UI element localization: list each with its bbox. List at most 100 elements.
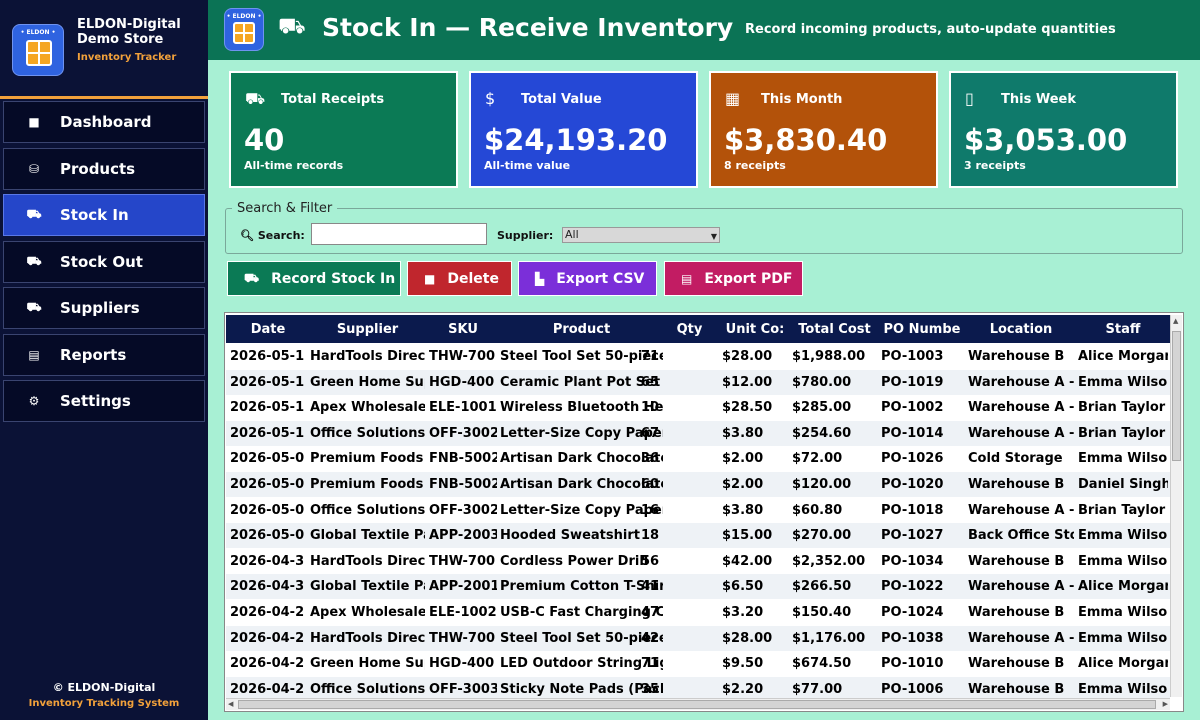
table-cell: Warehouse A - [968, 425, 1074, 441]
vertical-scroll-thumb[interactable] [1172, 331, 1181, 461]
sidebar-item-stock-out[interactable]: ⛟ Stock Out [3, 241, 205, 283]
table-row[interactable]: 2026-04-3 Global Textile Pa APP-2001 Premiu… [226, 574, 1170, 600]
table-cell: $254.60 [792, 425, 852, 441]
table-cell: 2026-05-1 [230, 425, 305, 441]
table-cell: 67 [641, 425, 660, 441]
table-cell: Global Textile Pa [310, 528, 425, 544]
table-cell: $1,988.00 [792, 349, 866, 364]
table-cell: HGD-400 [429, 656, 495, 672]
table-cell: Letter-Size Copy Paper [500, 425, 663, 441]
table-cell: Warehouse A - [968, 400, 1074, 416]
table-cell: 2026-05-1 [230, 374, 305, 390]
search-label: 🔍︎ Search: [240, 229, 305, 242]
horizontal-scroll-thumb[interactable] [238, 700, 1156, 709]
truck-icon: ⛟ [245, 89, 266, 108]
table-row[interactable]: 2026-05-0 Office Solutions OFF-3002 Letter-… [226, 498, 1170, 523]
table-row[interactable]: 2026-05-1 Office Solutions OFF-3002 Letter-… [226, 420, 1170, 446]
record-stock-in-button[interactable]: ⛟ Record Stock In [227, 261, 401, 296]
table-row[interactable]: 2026-05-0 Global Textile Pa APP-2003 Hooded… [226, 523, 1170, 549]
sidebar-item-settings[interactable]: ⚙ Settings [3, 380, 205, 422]
table-cell: 2026-05-0 [230, 502, 305, 518]
horizontal-scrollbar[interactable]: ◀ ▶ [226, 698, 1170, 710]
table-cell: PO-1006 [881, 681, 944, 697]
export-csv-button[interactable]: ▙ Export CSV [518, 261, 657, 296]
column-header[interactable]: Supplier [336, 322, 399, 337]
export-pdf-button[interactable]: ▤ Export PDF [664, 261, 803, 296]
column-header[interactable]: Total Cost [798, 322, 871, 337]
truck-icon: ⛟ [278, 14, 306, 39]
table-cell: $2.00 [722, 477, 764, 492]
column-header[interactable]: Product [552, 322, 611, 337]
column-header[interactable]: Qty [676, 322, 703, 337]
column-header[interactable]: Staff [1105, 322, 1141, 337]
column-header[interactable]: Unit Co: [725, 322, 785, 337]
column-header[interactable]: Location [989, 322, 1053, 337]
table-cell: LED Outdoor String Lig [500, 656, 663, 672]
table-cell: $285.00 [792, 400, 852, 416]
table-row[interactable]: 2026-04-2 Apex Wholesale ELE-1002 USB-C Fas… [226, 600, 1170, 625]
table-cell: 56 [641, 553, 660, 569]
table-cell: $9.50 [722, 656, 764, 672]
table-cell: $42.00 [722, 553, 773, 569]
table-cell: Warehouse B [968, 605, 1065, 620]
scroll-left-icon[interactable]: ◀ [228, 700, 234, 708]
table-cell: Green Home Sup [310, 656, 425, 672]
table-row[interactable]: 2026-04-3 HardTools Direct THW-700 Cordless… [226, 549, 1170, 574]
sidebar-footer: © ELDON-Digital Inventory Tracking Syste… [0, 681, 208, 709]
table-cell: 2026-05-0 [230, 528, 305, 544]
table-row[interactable]: 2026-04-2 HardTools Direct THW-700 Steel To… [226, 625, 1170, 651]
table-cell: $60.80 [792, 502, 843, 518]
sidebar-item-label: Settings [60, 392, 131, 410]
scroll-right-icon[interactable]: ▶ [1162, 700, 1168, 708]
table-cell: Emma Wilson [1078, 681, 1168, 697]
stat-card-label: Total Receipts [281, 92, 385, 107]
table-cell: PO-1020 [881, 477, 944, 492]
column-header[interactable]: SKU [448, 322, 478, 337]
table-cell: 42 [641, 630, 660, 646]
table-cell: 2026-04-2 [230, 630, 305, 646]
column-header[interactable]: Date [250, 322, 286, 337]
trash-icon: ■ [424, 271, 436, 286]
table-cell: 2026-04-3 [230, 553, 305, 569]
sidebar-item-dashboard[interactable]: ■ Dashboard [3, 101, 205, 143]
table-cell: Warehouse B [968, 477, 1065, 492]
table-row[interactable]: 2026-05-1 Apex Wholesale ELE-1001 Wireless … [226, 395, 1170, 420]
table-cell: Alice Morgan [1078, 579, 1168, 595]
column-header[interactable]: PO Numbe [883, 322, 961, 337]
sidebar-item-suppliers[interactable]: ⛟ Suppliers [3, 287, 205, 329]
logo-text: • ELDON • [226, 13, 262, 20]
scroll-up-icon[interactable]: ▲ [1173, 317, 1179, 325]
report-icon: ▤ [28, 348, 40, 362]
table-cell: Green Home Sup [310, 374, 425, 390]
table-header: Date Supplier SKU Product Qty Unit Co: Total C… [226, 315, 1170, 343]
table-cell: PO-1022 [881, 579, 944, 595]
table-row[interactable]: 2026-05-0 Premium Foods I FNB-5002 Artisan … [226, 446, 1170, 471]
delete-button[interactable]: ■ Delete [407, 261, 512, 296]
sidebar-item-stock-in[interactable]: ⛟ Stock In [3, 194, 205, 236]
table-row[interactable]: 2026-04-2 Green Home Sup HGD-400 LED Outdoo… [226, 651, 1170, 676]
table-cell: PO-1038 [881, 630, 944, 646]
table-cell: THW-700 [429, 630, 496, 646]
table-row[interactable]: 2026-05-1 HardTools Direct THW-700 Steel To… [226, 344, 1170, 369]
sidebar-item-reports[interactable]: ▤ Reports [3, 334, 205, 376]
table-cell: $28.00 [722, 349, 773, 364]
table-cell: Warehouse A - [968, 630, 1074, 646]
vertical-scrollbar[interactable]: ▲ [1170, 315, 1182, 697]
supplier-select[interactable]: All ▼ [562, 227, 720, 243]
table-row[interactable]: 2026-05-1 Green Home Sup HGD-400 Ceramic Pl… [226, 369, 1170, 395]
table-row[interactable]: 2026-04-2 Office Solutions OFF-3003 Sticky … [226, 676, 1170, 702]
table-cell: $3.20 [722, 605, 764, 620]
table-row[interactable]: 2026-05-0 Premium Foods I FNB-5002 Artisan … [226, 472, 1170, 497]
table-cell: Office Solutions [310, 681, 425, 697]
table-cell: APP-2003 [429, 528, 497, 544]
table-cell: 47 [641, 605, 660, 620]
sidebar-item-products[interactable]: ⛁ Products [3, 148, 205, 190]
table-cell: FNB-5002 [429, 451, 497, 467]
calendar-week-icon: ▯ [965, 89, 974, 108]
table-cell: Wireless Bluetooth Hea [500, 400, 663, 416]
search-input[interactable] [311, 223, 487, 245]
table-cell: APP-2001 [429, 579, 497, 595]
table-cell: THW-700 [429, 349, 496, 364]
table-cell: 65 [641, 374, 660, 390]
table-cell: Emma Wilson [1078, 374, 1168, 390]
